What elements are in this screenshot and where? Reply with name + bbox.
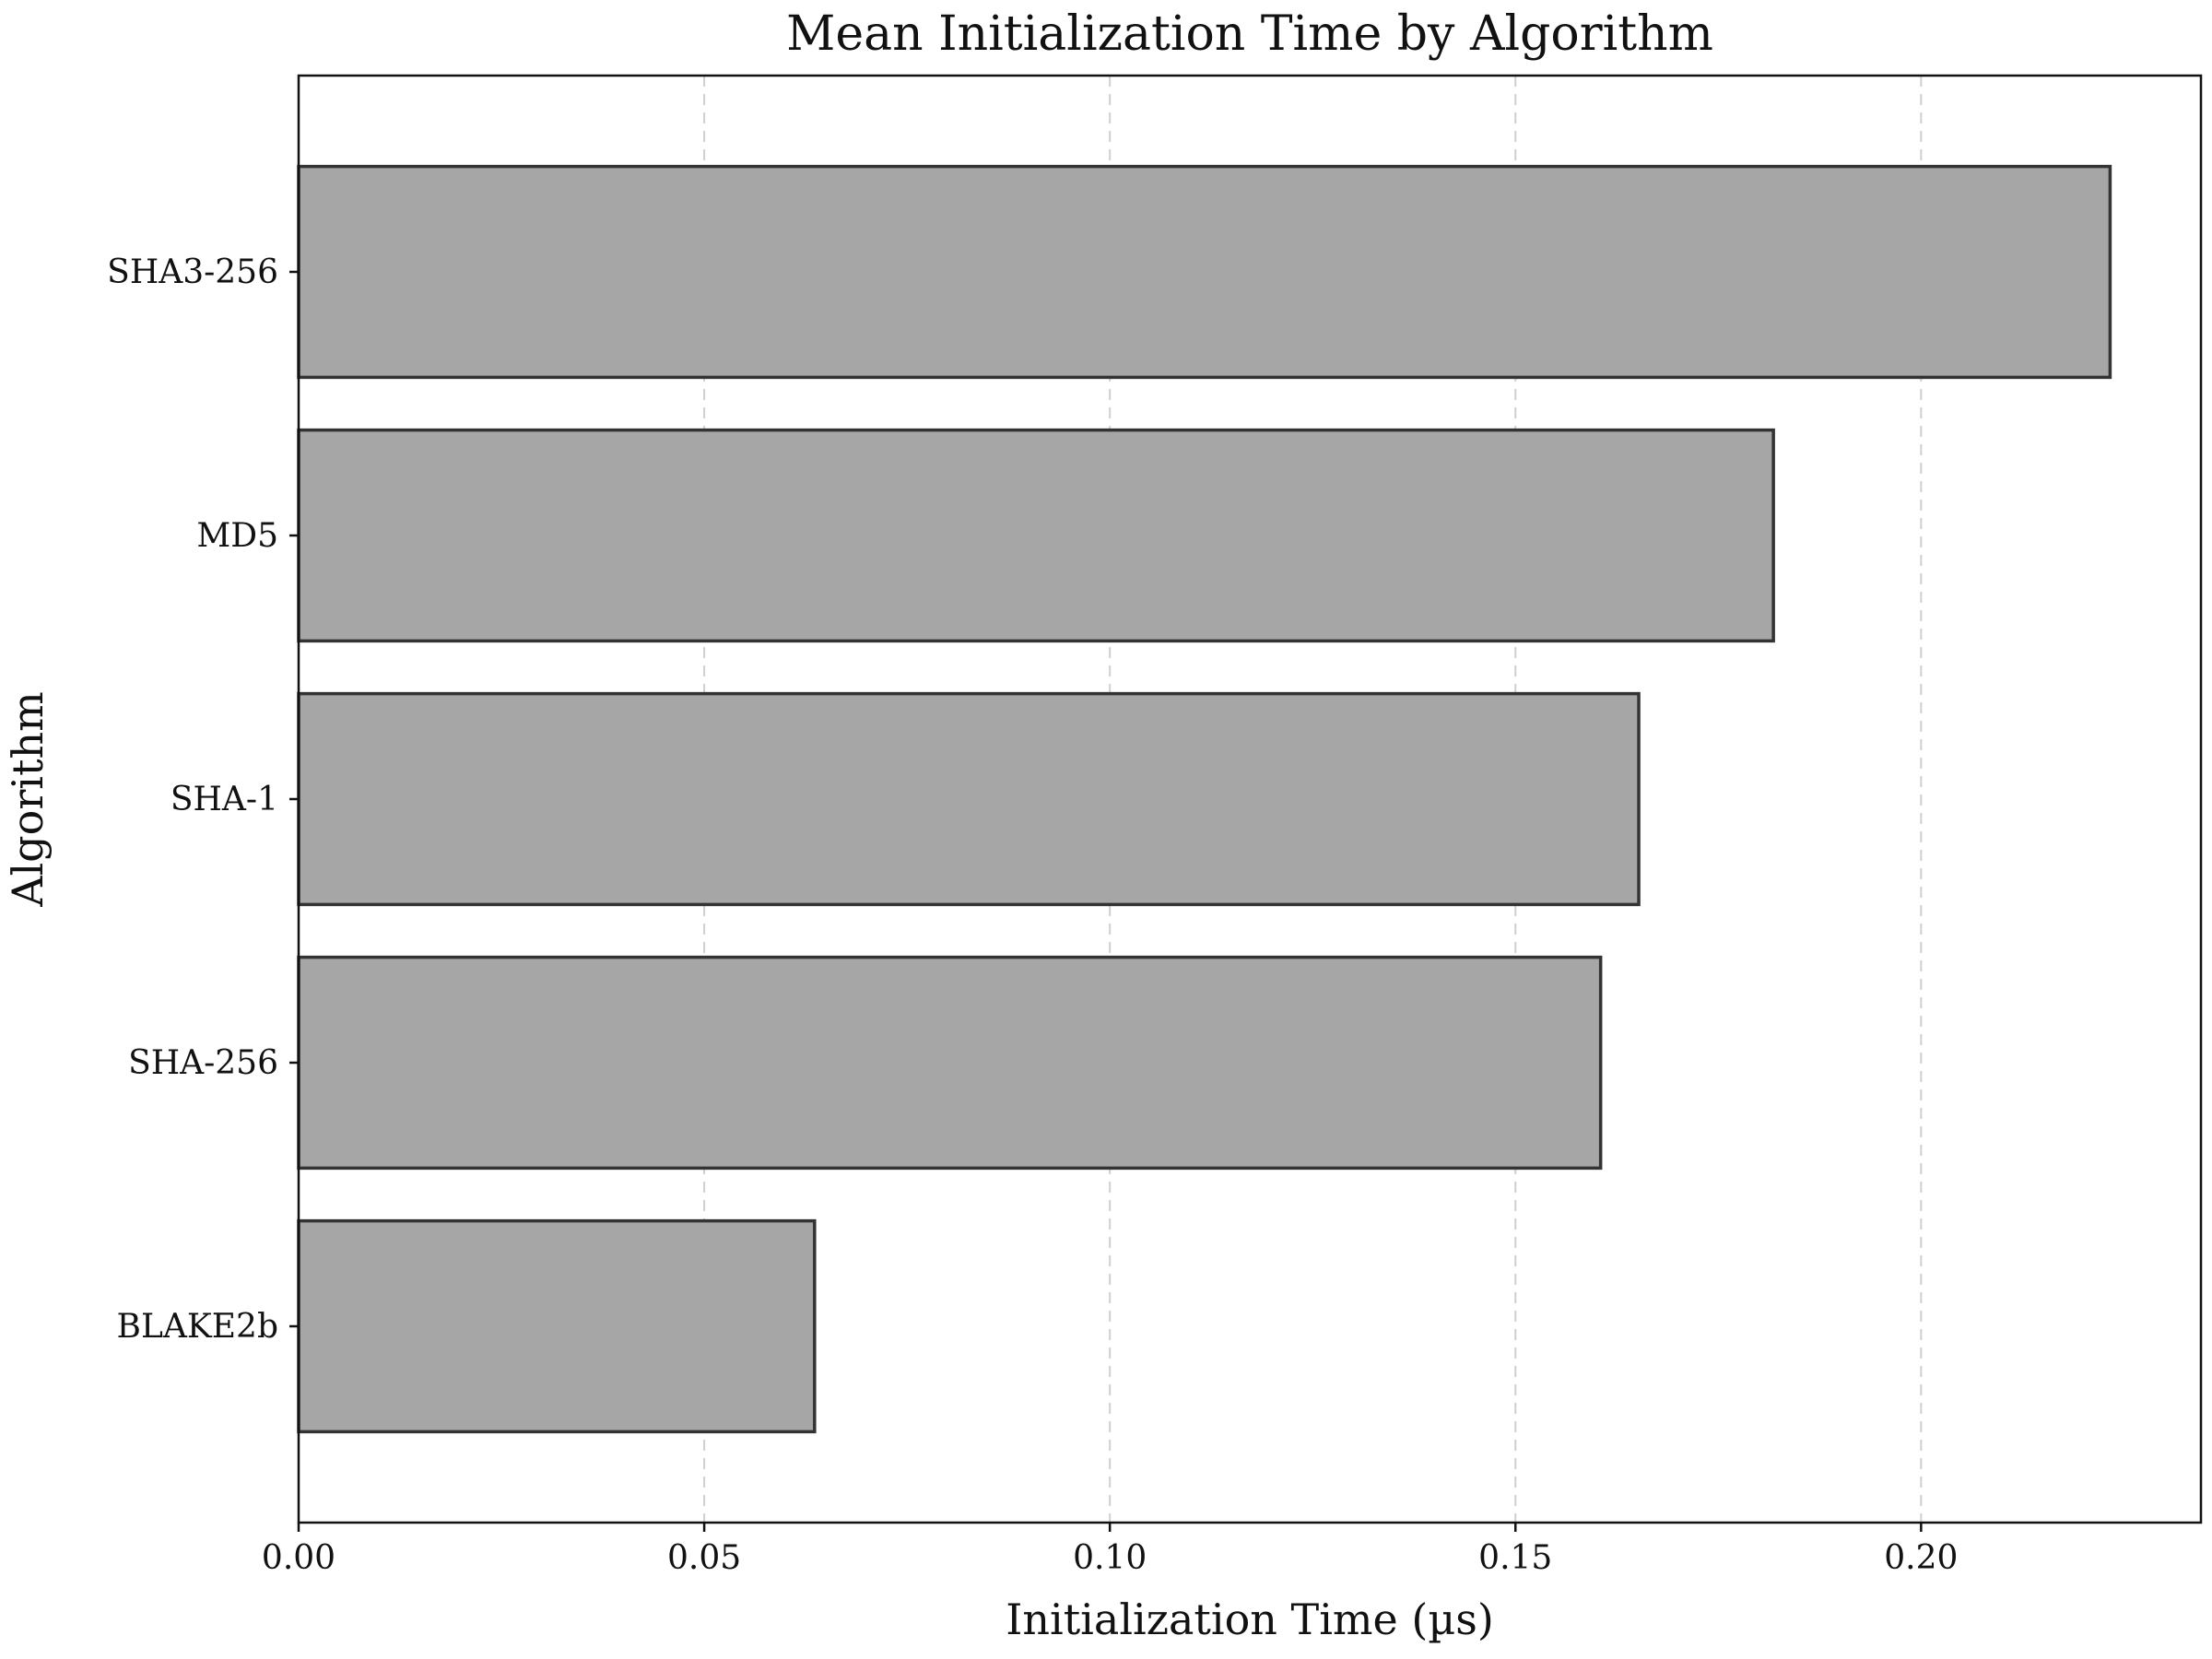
bar-md5 (297, 428, 1775, 643)
x-tick-label: 0.10 (1073, 1539, 1147, 1577)
y-axis-label: Algorithm (3, 691, 53, 908)
chart-title: Mean Initialization Time by Algorithm (786, 6, 1713, 62)
x-axis-ticks: 0.00 0.05 0.10 0.15 0.20 (262, 1523, 1958, 1577)
bar-sha-256 (297, 955, 1603, 1171)
y-tick-label: BLAKE2b (117, 1308, 278, 1346)
x-tick-label: 0.05 (667, 1539, 741, 1577)
y-axis-ticks: SHA3-256 MD5 SHA-1 SHA-256 BLAKE2b (107, 253, 299, 1346)
y-tick-label: SHA-1 (171, 781, 278, 818)
x-tick-label: 0.20 (1884, 1539, 1958, 1577)
x-axis-label: Initialization Time (µs) (1006, 1594, 1494, 1644)
bar-blake2b (297, 1218, 817, 1434)
bars (297, 164, 2112, 1434)
y-tick-label: SHA-256 (128, 1044, 278, 1082)
x-tick-label: 0.15 (1478, 1539, 1552, 1577)
y-tick-label: MD5 (196, 517, 278, 555)
x-tick-label: 0.00 (262, 1539, 335, 1577)
bar-sha3-256 (297, 164, 2112, 380)
y-tick-label: SHA3-256 (107, 253, 278, 291)
bar-sha-1 (297, 691, 1641, 907)
